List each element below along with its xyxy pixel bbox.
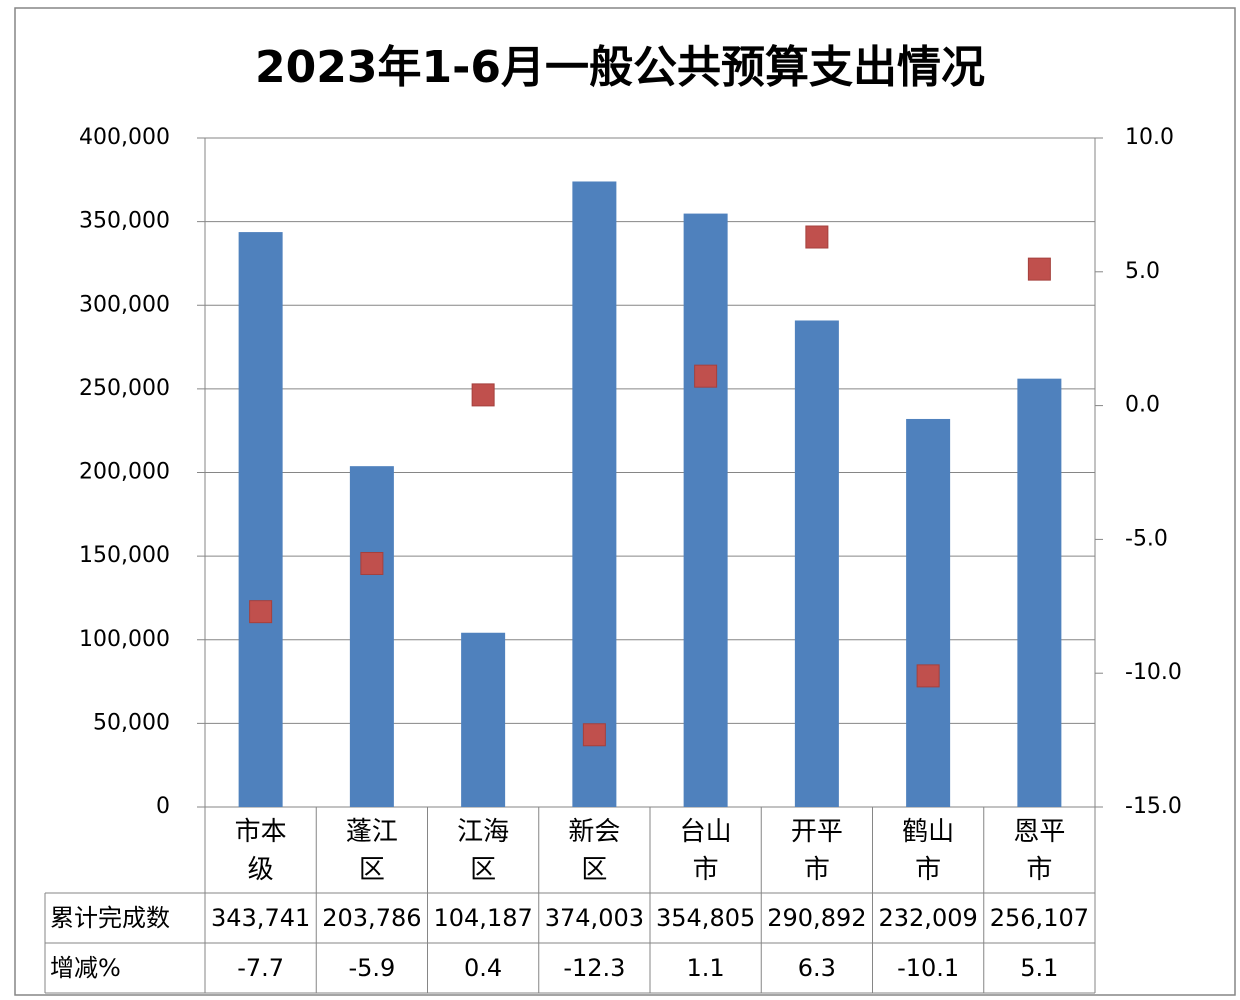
bar [349, 466, 394, 807]
marker [471, 383, 495, 407]
y-tick-label: 0 [156, 794, 170, 819]
table-cell: 232,009 [879, 904, 978, 932]
table-cell: 203,786 [322, 904, 421, 932]
table-row-label: 累计完成数 [50, 904, 170, 932]
y2-tick-label: 0.0 [1125, 393, 1160, 418]
y-tick-label: 250,000 [79, 376, 170, 401]
table-cell: 0.4 [464, 954, 502, 982]
x-tick-label: 市本级 [234, 817, 287, 885]
table-cell: 374,003 [545, 904, 644, 932]
table-cell: 256,107 [990, 904, 1089, 932]
y-tick-label: 100,000 [79, 627, 170, 652]
bar [461, 632, 506, 807]
table-row-label: 增减% [50, 954, 121, 982]
y-tick-label: 400,000 [79, 125, 170, 150]
x-tick-label: 恩平市 [1013, 817, 1066, 885]
x-tick-label: 蓬江区 [345, 817, 398, 885]
marker [360, 551, 384, 575]
table-cell: -10.1 [897, 954, 959, 982]
table-cell: 1.1 [687, 954, 725, 982]
y-tick-label: 50,000 [93, 710, 170, 735]
bar [572, 181, 617, 807]
x-tick-label: 江海区 [457, 817, 510, 885]
bar [683, 213, 728, 808]
marker [694, 364, 718, 388]
y2-tick-label: 10.0 [1125, 125, 1174, 150]
y-tick-label: 150,000 [79, 543, 170, 568]
table-cell: 290,892 [767, 904, 866, 932]
y2-tick-label: -10.0 [1125, 660, 1182, 685]
y-tick-label: 350,000 [79, 209, 170, 234]
y-tick-label: 300,000 [79, 292, 170, 317]
marker [582, 723, 606, 747]
table-cell: -7.7 [237, 954, 284, 982]
bar [906, 418, 951, 807]
y2-tick-label: -5.0 [1125, 526, 1168, 551]
bar [238, 232, 283, 808]
table-cell: 5.1 [1020, 954, 1058, 982]
y2-tick-label: -15.0 [1125, 794, 1182, 819]
table-cell: 104,187 [434, 904, 533, 932]
table-cell: 354,805 [656, 904, 755, 932]
marker [916, 664, 940, 688]
table-cell: 343,741 [211, 904, 310, 932]
x-tick-label: 鹤山市 [902, 817, 955, 885]
marker [249, 600, 273, 624]
marker [1027, 257, 1051, 281]
marker [805, 225, 829, 249]
y-tick-label: 200,000 [79, 460, 170, 485]
y2-tick-label: 5.0 [1125, 259, 1160, 284]
chart-title: 2023年1-6月一般公共预算支出情况 [255, 42, 985, 93]
table-cell: -12.3 [563, 954, 625, 982]
bar [1017, 378, 1062, 807]
x-tick-label: 新会区 [568, 817, 621, 885]
chart-border [14, 7, 1236, 996]
table-cell: -5.9 [348, 954, 395, 982]
x-tick-label: 开平市 [790, 817, 843, 885]
x-tick-label: 台山市 [679, 817, 732, 885]
table-cell: 6.3 [798, 954, 836, 982]
bar [794, 320, 839, 807]
